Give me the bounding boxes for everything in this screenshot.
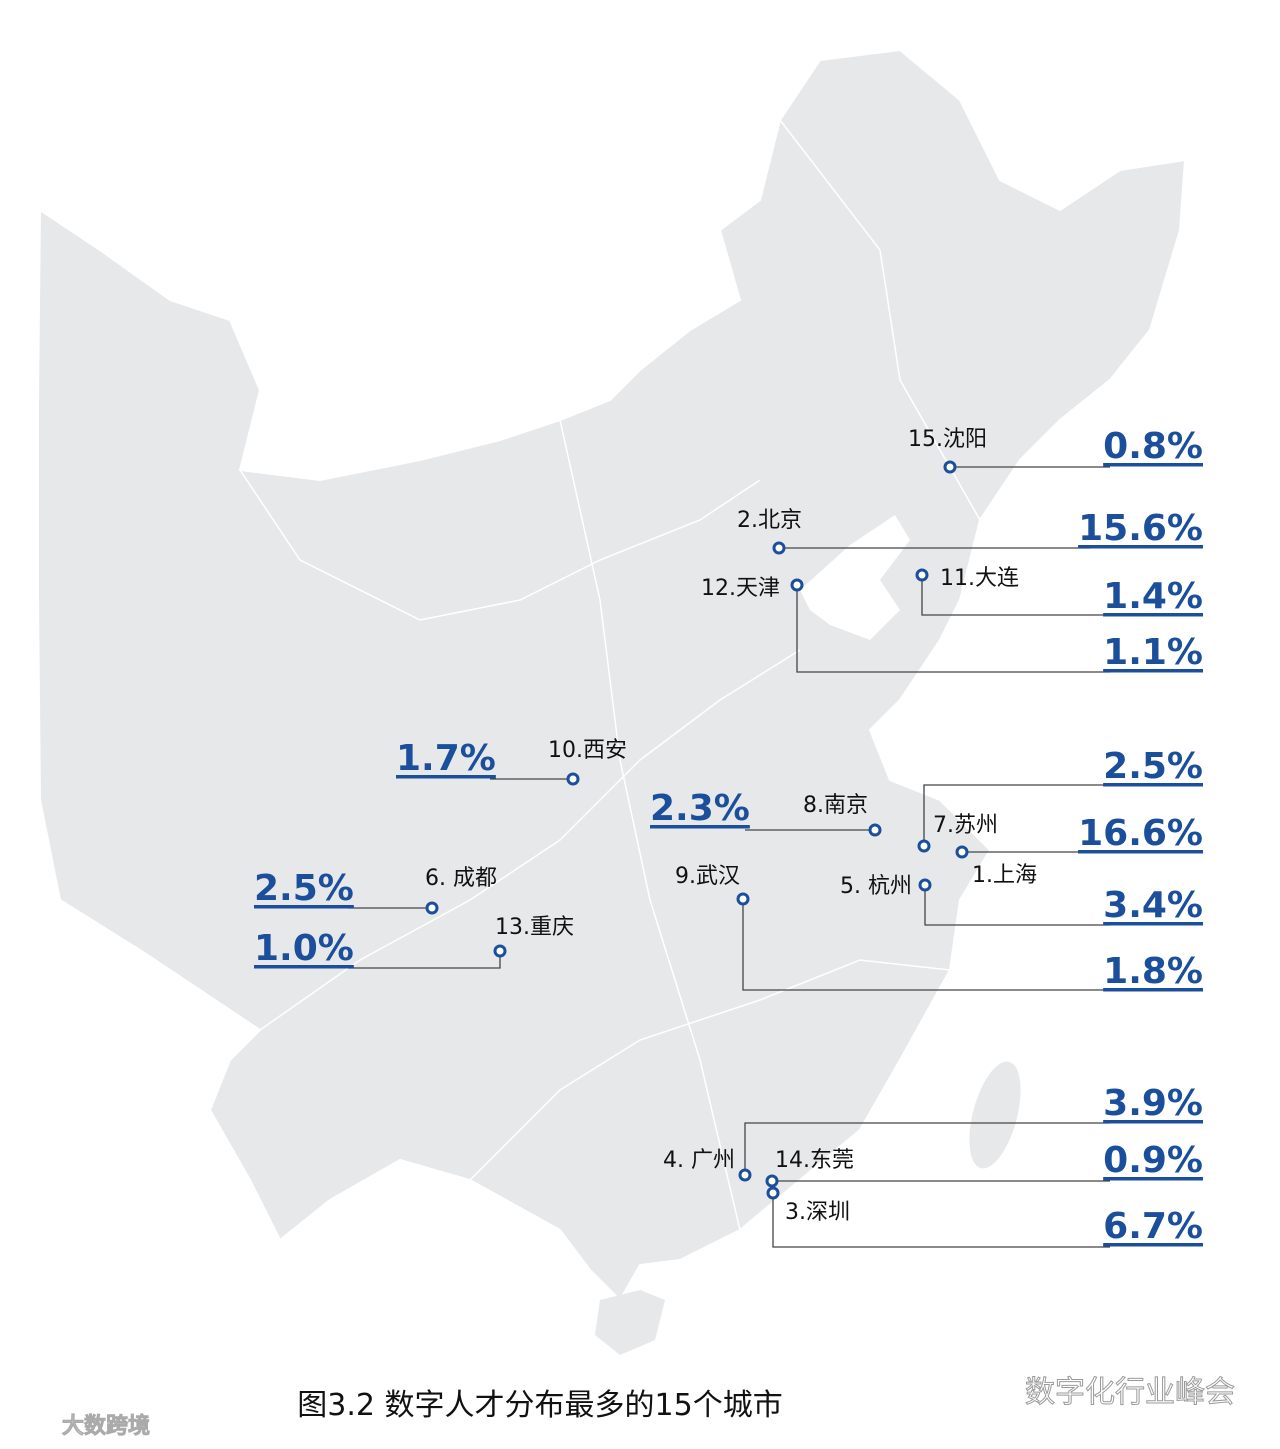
share-value: 1.1% bbox=[1103, 632, 1203, 673]
value-underline bbox=[1103, 988, 1203, 992]
share-value: 6.7% bbox=[1103, 1206, 1203, 1247]
share-value: 2.5% bbox=[254, 868, 354, 909]
share-value: 3.9% bbox=[1103, 1083, 1203, 1124]
city-label: 6. 成都 bbox=[425, 866, 497, 891]
share-value: 3.4% bbox=[1103, 885, 1203, 926]
value-underline bbox=[650, 825, 750, 829]
value-underline bbox=[1078, 545, 1203, 549]
hainan bbox=[595, 1290, 665, 1355]
value-underline bbox=[1103, 1177, 1203, 1181]
watermark: 数字化行业峰会 bbox=[1025, 1375, 1235, 1410]
value-underline bbox=[1103, 613, 1203, 617]
city-dot bbox=[425, 901, 439, 915]
mainland bbox=[37, 48, 1187, 1302]
share-value: 16.6% bbox=[1078, 813, 1203, 854]
city-dot bbox=[917, 839, 931, 853]
value-underline bbox=[396, 775, 496, 779]
china-map bbox=[37, 48, 1187, 1355]
city-dot bbox=[736, 892, 750, 906]
city-dot bbox=[738, 1168, 752, 1182]
city-dot bbox=[566, 772, 580, 786]
value-underline bbox=[1078, 850, 1203, 854]
share-value: 2.3% bbox=[650, 788, 750, 829]
share-value: 1.4% bbox=[1103, 576, 1203, 617]
share-value: 0.9% bbox=[1103, 1140, 1203, 1181]
city-label: 9.武汉 bbox=[675, 864, 740, 889]
city-label: 11.大连 bbox=[940, 566, 1019, 591]
connector-line bbox=[923, 784, 1110, 846]
city-dot bbox=[766, 1186, 780, 1200]
city-label: 3.深圳 bbox=[785, 1200, 850, 1225]
connector-line bbox=[796, 585, 1110, 673]
share-value: 0.8% bbox=[1103, 426, 1203, 467]
city-label: 14.东莞 bbox=[775, 1148, 854, 1173]
value-underline bbox=[1103, 1243, 1203, 1247]
connector-line bbox=[921, 575, 1110, 616]
city-dot bbox=[868, 823, 882, 837]
city-dot bbox=[790, 578, 804, 592]
share-value: 1.0% bbox=[254, 928, 354, 969]
connector-line bbox=[742, 899, 1110, 991]
bohai-sea bbox=[800, 515, 910, 640]
city-label: 15.沈阳 bbox=[908, 427, 987, 452]
city-label: 5. 杭州 bbox=[840, 874, 912, 899]
city-dot bbox=[493, 944, 507, 958]
city-label: 12.天津 bbox=[701, 576, 780, 601]
value-underline bbox=[1103, 922, 1203, 926]
share-value: 1.8% bbox=[1103, 951, 1203, 992]
province-borders bbox=[239, 119, 981, 1231]
city-dot bbox=[772, 541, 786, 555]
value-underline bbox=[254, 965, 354, 969]
city-dot bbox=[765, 1174, 779, 1188]
city-label: 13.重庆 bbox=[495, 915, 574, 940]
city-label: 7.苏州 bbox=[933, 813, 998, 838]
value-underline bbox=[1103, 783, 1203, 787]
city-label: 1.上海 bbox=[972, 863, 1037, 888]
city-dot bbox=[943, 460, 957, 474]
connector-line bbox=[772, 1193, 1110, 1248]
city-dot bbox=[955, 845, 969, 859]
taiwan bbox=[969, 1061, 1021, 1169]
city-label: 4. 广州 bbox=[663, 1148, 735, 1173]
corner-watermark: 大数跨境 bbox=[62, 1413, 150, 1439]
value-underline bbox=[1103, 669, 1203, 673]
city-markers: 15.沈阳 0.8% 2.北京 15.6% 11.大连 1.4% 12.天津 1.1% 10.西… bbox=[254, 426, 1203, 1248]
city-label: 8.南京 bbox=[803, 793, 868, 818]
value-underline bbox=[1103, 463, 1203, 467]
city-dot bbox=[918, 878, 932, 892]
value-underline bbox=[1103, 1120, 1203, 1124]
connector-line bbox=[924, 885, 1110, 926]
share-value: 15.6% bbox=[1078, 508, 1203, 549]
share-value: 1.7% bbox=[396, 738, 496, 779]
city-label: 10.西安 bbox=[548, 738, 627, 763]
city-dot bbox=[915, 568, 929, 582]
city-label: 2.北京 bbox=[737, 508, 802, 533]
value-underline bbox=[254, 905, 354, 909]
connector-line bbox=[744, 1122, 1110, 1175]
share-value: 2.5% bbox=[1103, 746, 1203, 787]
caption: 图3.2 数字人才分布最多的15个城市 bbox=[297, 1388, 782, 1423]
